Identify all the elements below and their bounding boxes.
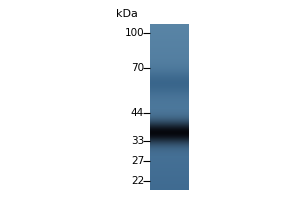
Text: kDa: kDa (116, 9, 138, 19)
Text: 33: 33 (131, 136, 144, 146)
Text: 100: 100 (124, 28, 144, 38)
Text: 22: 22 (131, 176, 144, 186)
Text: 70: 70 (131, 63, 144, 73)
Text: 27: 27 (131, 156, 144, 166)
Text: 44: 44 (131, 108, 144, 118)
